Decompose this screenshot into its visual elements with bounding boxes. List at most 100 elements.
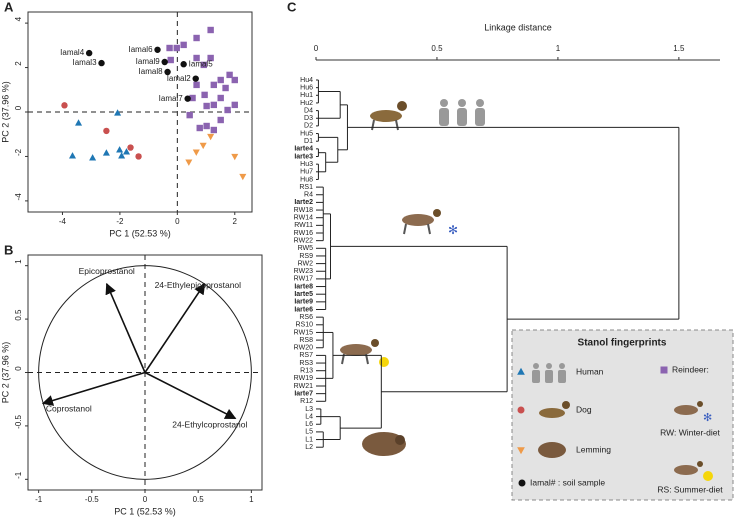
leaf-label: L2 bbox=[305, 444, 313, 451]
leaf-label: RS7 bbox=[299, 352, 313, 359]
legend-label: Iamal# : soil sample bbox=[530, 477, 605, 487]
point bbox=[203, 122, 210, 130]
point bbox=[200, 61, 207, 69]
legend-note: RW: Winter-diet bbox=[660, 427, 720, 437]
point bbox=[114, 109, 122, 116]
point-label: Iamal9 bbox=[136, 57, 161, 66]
point bbox=[122, 148, 131, 155]
y-tick-label: 4 bbox=[14, 16, 23, 21]
point bbox=[196, 124, 203, 132]
leaf-label: RW17 bbox=[294, 276, 313, 283]
x-tick-label: 1 bbox=[249, 495, 254, 504]
point bbox=[217, 94, 224, 102]
x-axis-label: PC 1 (52.53 %) bbox=[114, 506, 176, 516]
point bbox=[199, 142, 207, 150]
point bbox=[166, 44, 173, 52]
x-axis-label: PC 1 (52.53 %) bbox=[109, 228, 171, 238]
point bbox=[231, 101, 238, 109]
point-label: Iamal8 bbox=[139, 67, 164, 76]
leaf-label: RW16 bbox=[294, 230, 313, 237]
point bbox=[226, 71, 233, 79]
leaf-label: L3 bbox=[305, 406, 313, 413]
point bbox=[186, 111, 193, 119]
loading-label: 24-Ethylepicoprostanol bbox=[155, 280, 242, 290]
point bbox=[207, 54, 214, 62]
x-tick-label: 0 bbox=[143, 495, 148, 504]
point bbox=[173, 44, 180, 52]
leaf-label: Iarte2 bbox=[294, 199, 313, 206]
point bbox=[201, 91, 208, 99]
point bbox=[185, 159, 193, 166]
point bbox=[184, 95, 191, 102]
leaf-label: Hu5 bbox=[300, 130, 313, 137]
point-label: Iamal2 bbox=[167, 74, 192, 83]
x-tick-label: 0.5 bbox=[193, 495, 205, 504]
point bbox=[116, 146, 124, 153]
leaf-label: RW14 bbox=[294, 215, 313, 222]
leaf-label: L4 bbox=[305, 413, 313, 420]
leaf-label: Iarte6 bbox=[294, 306, 313, 313]
point bbox=[161, 58, 168, 66]
point bbox=[217, 116, 224, 124]
leaf-label: L5 bbox=[305, 429, 313, 436]
point bbox=[193, 54, 200, 62]
x-tick-label: 0 bbox=[314, 44, 319, 53]
leaf-label: RW5 bbox=[298, 245, 314, 252]
legend-label: Human bbox=[576, 366, 604, 376]
panel-label: C bbox=[287, 0, 297, 14]
point bbox=[118, 152, 126, 159]
leaf-label: RS1 bbox=[299, 184, 313, 191]
loading-arrow bbox=[105, 282, 146, 373]
panel-label: A bbox=[4, 0, 14, 14]
leaf-label: RW11 bbox=[294, 222, 313, 229]
y-tick-label: -1 bbox=[14, 471, 23, 479]
point bbox=[224, 106, 231, 114]
point-label: Iamal6 bbox=[129, 45, 154, 54]
loading-label: 24-Ethylcoprostanol bbox=[172, 420, 247, 430]
legend-marker bbox=[517, 447, 525, 455]
leaf-label: D1 bbox=[304, 138, 313, 145]
leaf-label: RW19 bbox=[294, 375, 313, 382]
y-tick-label: 1 bbox=[14, 259, 23, 264]
dog-icon bbox=[370, 101, 407, 131]
loading-label: Coprostanol bbox=[46, 404, 92, 414]
point bbox=[192, 149, 200, 156]
leaf-label: L1 bbox=[305, 436, 313, 443]
point bbox=[222, 84, 229, 92]
leaf-label: R4 bbox=[304, 192, 313, 199]
y-axis-label: PC 2 (37.96 %) bbox=[0, 81, 10, 143]
point bbox=[210, 81, 218, 89]
point bbox=[89, 154, 97, 161]
point bbox=[135, 153, 142, 160]
point bbox=[217, 76, 224, 84]
leaf-label: RW20 bbox=[294, 345, 313, 352]
y-tick-label: 0 bbox=[14, 366, 23, 371]
point-label: Iamal5 bbox=[189, 59, 214, 68]
point-label: Iamal4 bbox=[60, 48, 85, 57]
leaf-label: Hu8 bbox=[300, 176, 313, 183]
point bbox=[127, 144, 134, 151]
leaf-label: RS10 bbox=[295, 322, 313, 329]
legend-marker bbox=[517, 406, 525, 414]
point bbox=[207, 26, 214, 34]
point bbox=[189, 94, 196, 102]
point bbox=[102, 149, 110, 156]
point bbox=[239, 173, 247, 181]
panel-label: B bbox=[4, 242, 13, 257]
svg-text:✻: ✻ bbox=[703, 412, 712, 424]
leaf-label: Hu6 bbox=[300, 84, 313, 91]
lemming-icon bbox=[362, 432, 406, 456]
leaf-label: R12 bbox=[300, 398, 313, 405]
legend-marker bbox=[660, 366, 668, 374]
leaf-label: D4 bbox=[304, 107, 313, 114]
x-axis-label: Linkage distance bbox=[484, 22, 552, 32]
legend-label: Reindeer: bbox=[672, 364, 709, 374]
y-tick-label: -4 bbox=[14, 193, 23, 201]
leaf-label: RW21 bbox=[294, 383, 313, 390]
human-icons bbox=[439, 99, 485, 126]
loading-label: Epicoprostanol bbox=[79, 266, 135, 276]
point bbox=[210, 101, 218, 109]
leaf-label: RW22 bbox=[294, 237, 313, 244]
y-tick-label: 2 bbox=[14, 61, 23, 66]
